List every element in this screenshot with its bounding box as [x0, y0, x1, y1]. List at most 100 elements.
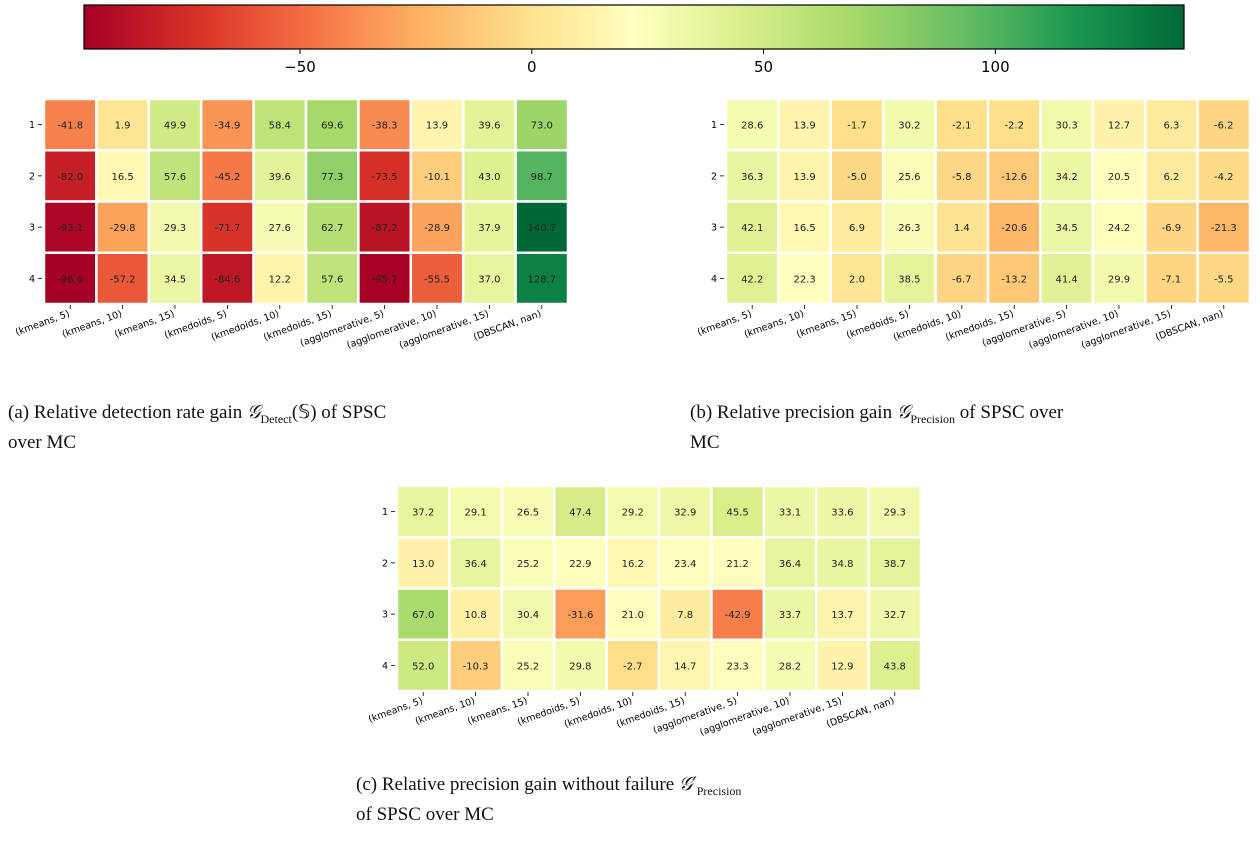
cell-value-label: 13.9: [426, 121, 448, 132]
caption-c-symbol: 𝒢′: [678, 773, 697, 795]
heatmap-cell: [147, 200, 203, 254]
cell-value-label: 34.5: [164, 274, 186, 285]
cell-value-label: -95.7: [372, 274, 398, 285]
cell-value-label: 29.3: [884, 508, 906, 519]
colorbar: −50 0 50 100: [83, 4, 1185, 76]
row-tick-label: 4: [711, 274, 717, 285]
cell-value-label: 29.9: [1108, 274, 1130, 285]
heatmap-cell: [448, 587, 504, 641]
column-tick-label: (agglomerative, 15): [1080, 308, 1173, 351]
heatmap-cell: [1143, 251, 1199, 306]
cell-value-label: 42.1: [741, 223, 763, 234]
cell-value-label: 73.0: [531, 121, 553, 132]
cell-value-label: 77.3: [321, 172, 343, 183]
cell-value-label: 16.2: [622, 559, 644, 570]
column-tick-label: (agglomerative, 15): [751, 695, 844, 738]
heatmap-cell: [461, 97, 517, 152]
cell-value-label: 16.5: [111, 172, 133, 183]
cell-value-label: 25.2: [517, 661, 539, 672]
cell-value-label: 13.0: [412, 559, 434, 570]
heatmap-cell: [1039, 149, 1095, 203]
cell-value-label: 21.0: [622, 610, 644, 621]
cell-value-label: -73.5: [372, 172, 398, 183]
heatmap-b: 28.6 13.9 -1.7 30.2 -2.1 -2.2 30.3 12.7 6.3 -6.2 3…: [696, 97, 1252, 351]
cell-value-label: -38.3: [372, 121, 398, 132]
cell-value-label: 13.9: [793, 121, 815, 132]
heatmap-cell: [1039, 200, 1095, 254]
heatmap-cell: [657, 484, 713, 539]
heatmap-cell: [1196, 251, 1252, 306]
heatmap-cell: [42, 251, 98, 306]
cell-value-label: 41.4: [1055, 274, 1077, 285]
cell-value-label: 25.6: [898, 172, 920, 183]
cell-value-label: 33.7: [779, 610, 801, 621]
colorbar-gradient: [83, 4, 1185, 50]
cell-value-label: 23.4: [674, 559, 696, 570]
cell-value-label: 37.2: [412, 508, 434, 519]
cell-value-label: 16.5: [793, 223, 815, 234]
cell-value-label: -5.8: [952, 172, 972, 183]
cell-value-label: 6.2: [1163, 172, 1179, 183]
cell-value-label: 22.3: [793, 274, 815, 285]
cell-value-label: 43.8: [884, 661, 906, 672]
cell-value-label: 27.6: [269, 223, 291, 234]
cell-value-label: 62.7: [321, 223, 343, 234]
cell-value-label: 6.9: [849, 223, 865, 234]
cell-value-label: 57.6: [321, 274, 343, 285]
heatmap-cell: [42, 200, 98, 254]
cell-value-label: 26.5: [517, 508, 539, 519]
cell-value-label: 13.9: [793, 172, 815, 183]
heatmap-cell: [777, 200, 833, 254]
cell-value-label: 1.4: [954, 223, 970, 234]
heatmap-cell: [1091, 251, 1147, 306]
caption-b-label: (b): [690, 402, 713, 423]
cell-value-label: 12.2: [269, 274, 291, 285]
heatmap-cell: [814, 484, 870, 539]
cell-value-label: -2.7: [623, 661, 643, 672]
cell-value-label: -7.1: [1162, 274, 1182, 285]
cell-value-label: 36.4: [779, 559, 801, 570]
heatmap-cell: [867, 484, 923, 539]
cell-value-label: -82.0: [57, 172, 83, 183]
cell-value-label: -28.9: [424, 223, 450, 234]
cell-value-label: 29.2: [622, 508, 644, 519]
heatmap-cell: [1196, 200, 1252, 254]
cell-value-label: 24.2: [1108, 223, 1130, 234]
heatmap-cell: [1143, 200, 1199, 254]
cell-value-label: -87.2: [372, 223, 398, 234]
caption-a-line2: over MC: [8, 432, 77, 453]
heatmap-cell: [147, 251, 203, 306]
cell-value-label: 36.3: [741, 172, 763, 183]
heatmap-cell: [777, 149, 833, 203]
caption-a-arg: (𝕊): [291, 402, 317, 423]
cell-value-label: 10.8: [464, 610, 486, 621]
heatmap-cell: [500, 484, 556, 539]
heatmap-cell: [147, 97, 203, 152]
cell-value-label: 32.7: [884, 610, 906, 621]
heatmap-cell: [1196, 149, 1252, 203]
caption-c-line2: of SPSC over MC: [356, 804, 494, 825]
caption-b-post: of SPSC over: [959, 402, 1064, 423]
cell-value-label: 39.6: [478, 121, 500, 132]
cell-value-label: 36.4: [464, 559, 486, 570]
heatmap-cell: [304, 97, 360, 152]
caption-b-line2: MC: [690, 432, 720, 453]
heatmap-cell: [395, 536, 451, 590]
cell-value-label: 140.7: [527, 223, 556, 234]
heatmap-cell: [986, 251, 1042, 306]
cell-value-label: 39.6: [269, 172, 291, 183]
column-tick-label: (agglomerative, 10): [345, 308, 438, 351]
heatmap-cell: [448, 484, 504, 539]
cell-value-label: 98.7: [531, 172, 553, 183]
cell-value-label: 1.9: [115, 121, 131, 132]
row-tick-label: 1: [29, 120, 35, 131]
cell-value-label: 32.9: [674, 508, 696, 519]
heatmap-a: -41.8 1.9 49.9 -34.9 58.4 69.6 -38.3 13.9 39.6 73…: [14, 97, 570, 351]
heatmap-cell: [461, 149, 517, 203]
cell-value-label: 29.8: [569, 661, 591, 672]
cell-value-label: -31.6: [567, 610, 593, 621]
heatmap-cell: [657, 638, 713, 693]
cell-value-label: 42.2: [741, 274, 763, 285]
cell-value-label: 6.3: [1163, 121, 1179, 132]
